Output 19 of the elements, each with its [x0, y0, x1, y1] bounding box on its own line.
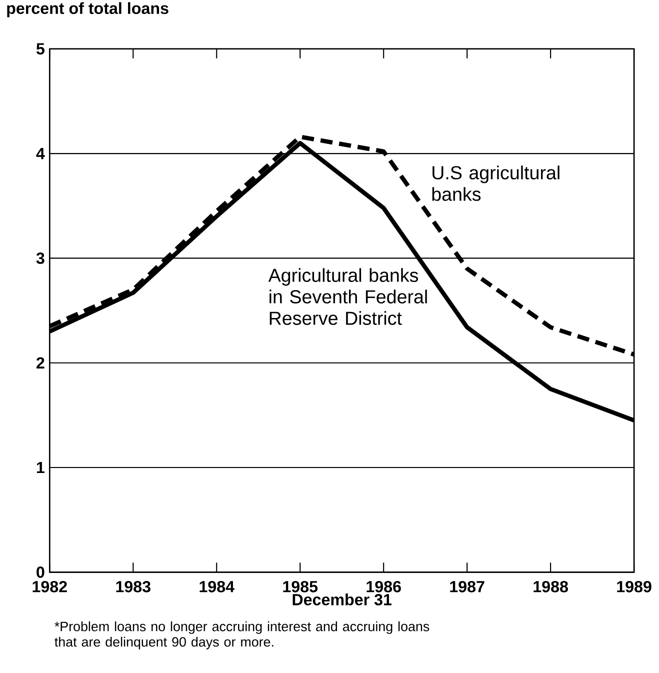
y-tick-label: 5 [36, 43, 45, 54]
y-tick-label: 4 [36, 148, 45, 160]
y-tick-label: 2 [36, 357, 44, 368]
y-tick-label: 1 [37, 462, 45, 474]
y-axis-title: percent of total loans [7, 2, 168, 18]
x-axis-title: December 31 [292, 594, 392, 606]
series-label: Agricultural banks in Seventh Federal Reserve District [268, 268, 427, 325]
x-tick-label: 1987 [450, 580, 484, 592]
x-tick-label: 1986 [366, 580, 401, 592]
x-tick-label: 1985 [283, 580, 318, 592]
y-tick-label: 3 [36, 252, 44, 264]
x-tick-label: 1982 [32, 580, 67, 592]
series-label: U.S agricultural banks [432, 166, 560, 201]
y-tick-label: 0 [36, 566, 44, 578]
x-tick-label: 1983 [116, 580, 151, 592]
text: *Problem loans no longer accruing interest and accruing loans that are delinquent 90 days or more. [54, 621, 430, 650]
x-tick-label: 1988 [534, 580, 568, 592]
x-tick-label: 1989 [617, 580, 652, 592]
x-tick-label: 1984 [200, 580, 234, 592]
